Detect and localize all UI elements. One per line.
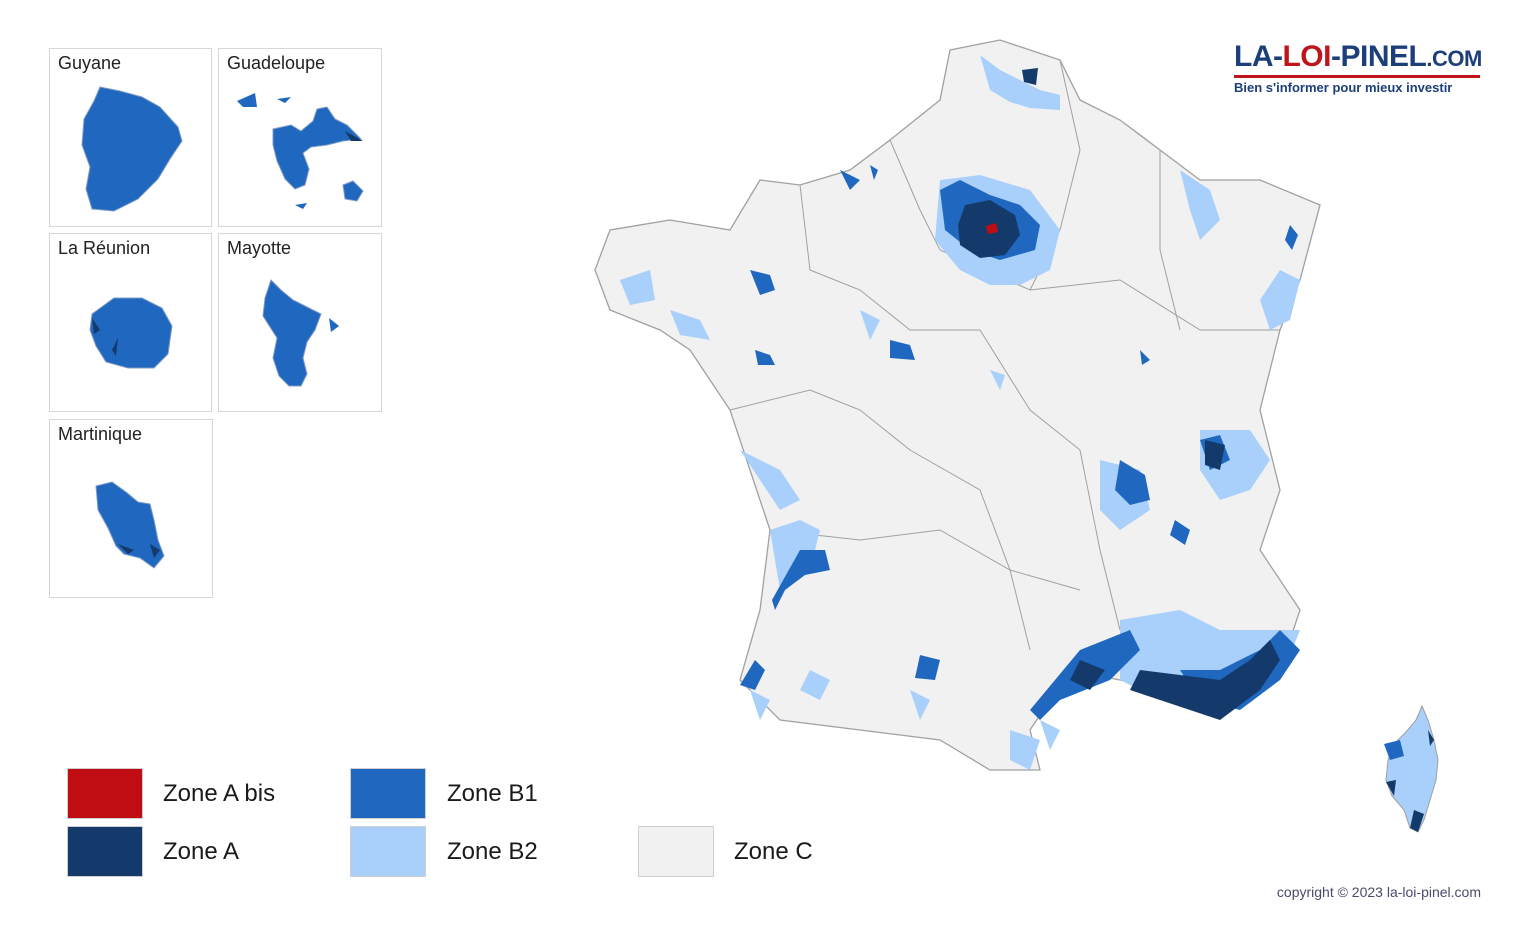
corsica-map xyxy=(1384,704,1439,833)
legend-swatch-zone-b1 xyxy=(350,768,426,819)
inset-reunion: La Réunion xyxy=(49,233,212,412)
france-map xyxy=(594,39,1321,771)
legend-label-zone-a: Zone A xyxy=(163,838,240,865)
brand-part2: LOI xyxy=(1282,40,1331,73)
legend-swatch-zone-a-bis xyxy=(67,768,143,819)
inset-mayotte: Mayotte xyxy=(218,233,382,412)
martinique-shape xyxy=(95,481,165,569)
mayotte-shape xyxy=(262,279,339,387)
inset-guadeloupe: Guadeloupe xyxy=(218,48,382,227)
inset-label-mayotte: Mayotte xyxy=(227,238,292,258)
brand-part1: LA- xyxy=(1234,40,1283,73)
inset-martinique: Martinique xyxy=(49,419,213,598)
region-borders xyxy=(729,59,1280,651)
brand-underline xyxy=(1234,75,1480,78)
zone-c-territory xyxy=(594,39,1321,771)
zone-a-bis-area xyxy=(986,223,998,234)
guyane-shape xyxy=(81,86,183,212)
legend-label-zone-c: Zone C xyxy=(734,838,813,865)
legend-label-zone-a-bis: Zone A bis xyxy=(163,780,276,807)
inset-label-martinique: Martinique xyxy=(58,424,143,444)
legend-swatch-zone-b2 xyxy=(350,826,426,877)
legend-swatch-zone-c xyxy=(638,826,714,877)
brand-part4: .COM xyxy=(1426,46,1482,71)
inset-label-guadeloupe: Guadeloupe xyxy=(227,53,326,73)
copyright-text: copyright © 2023 la-loi-pinel.com xyxy=(1276,884,1481,900)
brand-tagline: Bien s'informer pour mieux investir xyxy=(1234,80,1453,95)
reunion-shape xyxy=(89,297,173,369)
brand-title: LA-LOI-PINEL.COM xyxy=(1234,40,1484,74)
legend-swatch-zone-a xyxy=(67,826,143,877)
inset-guyane: Guyane xyxy=(49,48,212,227)
legend-label-zone-b1: Zone B1 xyxy=(447,780,538,807)
legend-label-zone-b2: Zone B2 xyxy=(447,838,538,865)
inset-label-guyane: Guyane xyxy=(58,53,122,73)
guadeloupe-shape xyxy=(237,93,364,209)
brand-part3: -PINEL xyxy=(1330,40,1427,73)
inset-label-reunion: La Réunion xyxy=(58,238,151,258)
brand-logo[interactable]: LA-LOI-PINEL.COM Bien s'informer pour mi… xyxy=(1234,40,1484,95)
